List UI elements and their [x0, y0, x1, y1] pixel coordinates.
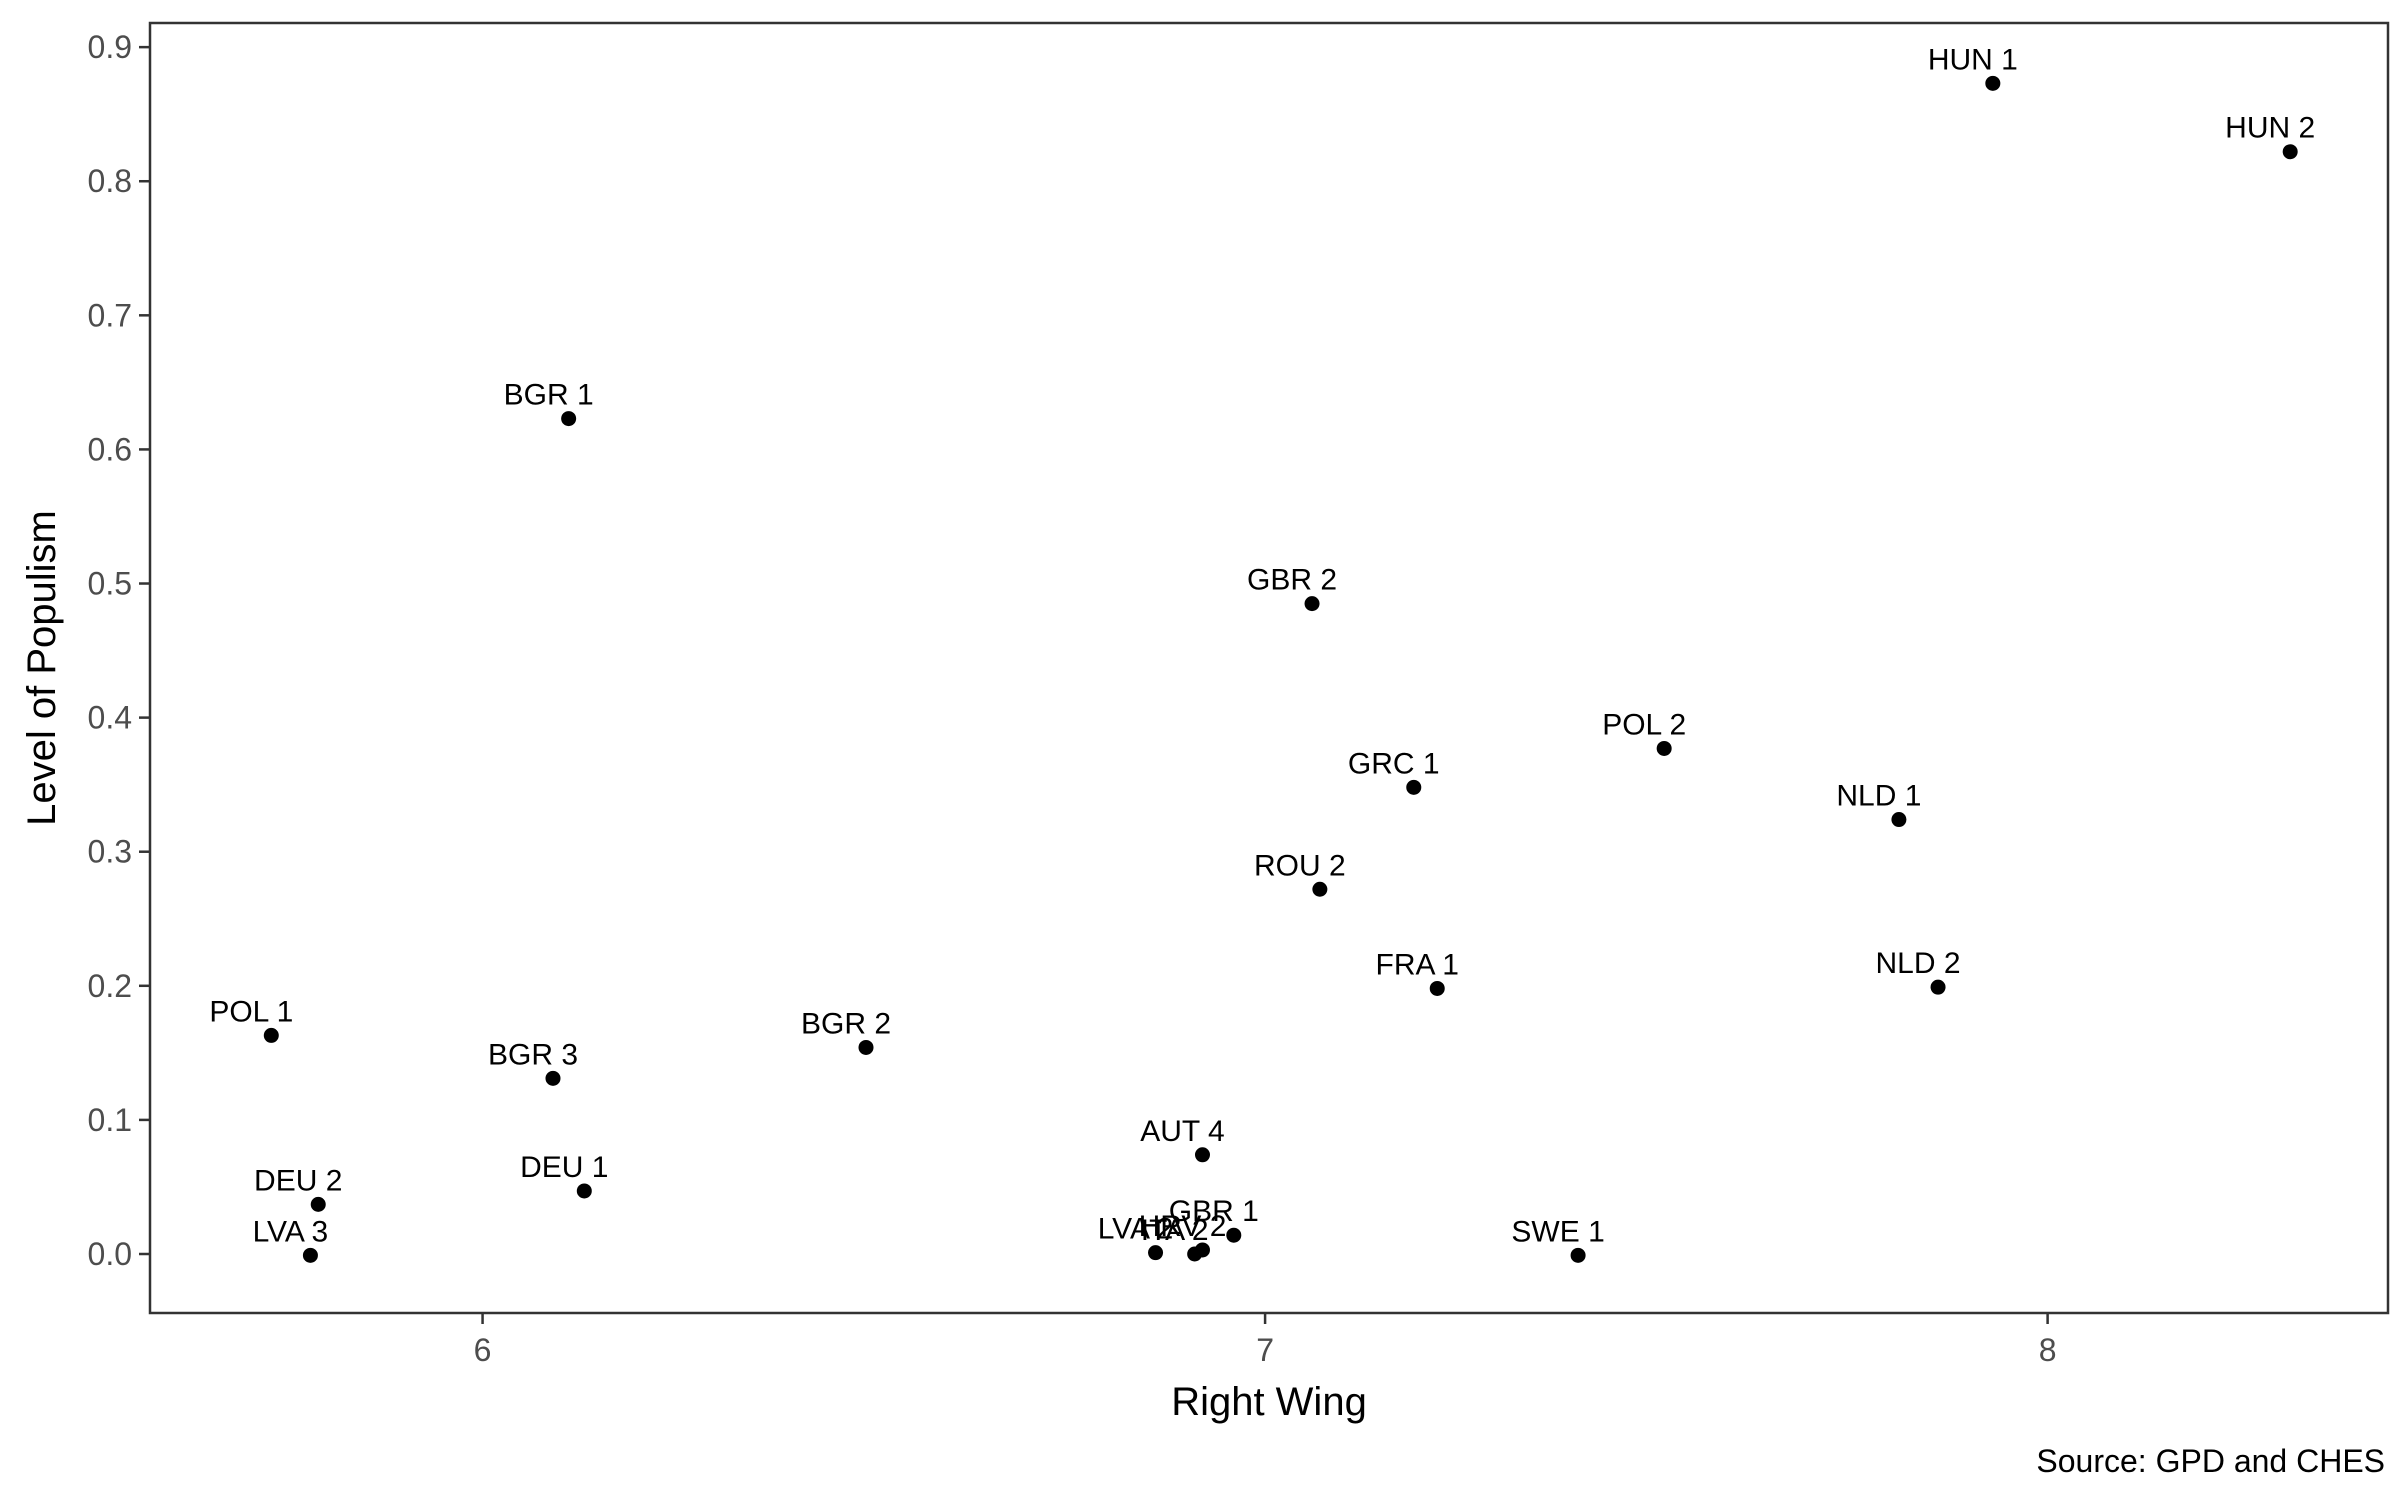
point-labels-layer: HUN 1 HUN 2 BGR 1 GBR 2 POL 2 GRC 1 NLD 1 ROU 2… — [209, 43, 2315, 1248]
data-point-label: GBR 2 — [1247, 564, 1337, 597]
data-point-label: LVA 2 — [1098, 1213, 1174, 1246]
data-point — [1930, 979, 1946, 995]
data-point-label: SWE 1 — [1511, 1215, 1604, 1248]
data-point — [1187, 1246, 1203, 1262]
data-point — [263, 1027, 279, 1043]
y-tick-label: 0.4 — [88, 700, 132, 736]
data-point — [302, 1247, 318, 1263]
y-axis-title: Level of Populism — [20, 510, 64, 826]
data-point — [1985, 75, 2001, 91]
data-point — [310, 1196, 326, 1212]
data-point-label: NLD 2 — [1876, 947, 1961, 980]
data-point — [2282, 144, 2298, 160]
data-point — [545, 1070, 561, 1086]
y-axis: 0.0 0.1 0.2 0.3 0.4 0.5 0.6 0.7 0.8 0.9 — [88, 29, 150, 1272]
data-point — [561, 411, 577, 427]
data-point-label: BGR 2 — [801, 1007, 891, 1040]
data-point — [858, 1039, 874, 1055]
y-tick-label: 0.0 — [88, 1236, 132, 1272]
data-point — [1304, 596, 1320, 612]
data-point — [1570, 1247, 1586, 1263]
data-point — [1656, 740, 1672, 756]
data-point-label: DEU 1 — [520, 1151, 608, 1184]
x-axis-title: Right Wing — [1171, 1380, 1367, 1424]
data-point-label: HUN 1 — [1928, 43, 2018, 76]
data-point-label: GRC 1 — [1348, 747, 1440, 780]
data-point-label: NLD 1 — [1836, 780, 1921, 813]
data-point-label: POL 1 — [209, 995, 293, 1028]
data-point-label: DEU 2 — [254, 1164, 342, 1197]
x-tick-label: 6 — [474, 1332, 492, 1368]
plot-panel — [148, 21, 2390, 1315]
data-point — [1406, 779, 1422, 795]
y-tick-label: 0.3 — [88, 834, 132, 870]
source-caption: Source: GPD and CHES — [2036, 1443, 2385, 1479]
y-tick-label: 0.5 — [88, 566, 132, 602]
x-tick-label: 7 — [1256, 1332, 1274, 1368]
x-axis: 6 7 8 — [474, 1313, 2057, 1368]
data-point-label: ROU 2 — [1254, 849, 1346, 882]
y-tick-label: 0.1 — [88, 1102, 132, 1138]
data-point — [1891, 812, 1907, 828]
data-point-label: BGR 1 — [504, 379, 594, 412]
data-point-label: FRA 1 — [1376, 948, 1459, 981]
data-point-label: HUN 2 — [2225, 112, 2315, 145]
y-tick-label: 0.2 — [88, 968, 132, 1004]
data-point-label: GBR 1 — [1169, 1195, 1259, 1228]
data-point-label: BGR 3 — [488, 1038, 578, 1071]
data-point-label: POL 2 — [1602, 708, 1686, 741]
x-tick-label: 8 — [2039, 1332, 2057, 1368]
data-point — [1148, 1245, 1164, 1261]
data-point-label: HRV 2 — [1139, 1210, 1227, 1243]
data-point-label: AUT 4 — [1140, 1115, 1224, 1148]
data-point — [1226, 1227, 1242, 1243]
y-tick-label: 0.6 — [88, 431, 132, 467]
data-point-label: LVA 3 — [253, 1215, 329, 1248]
data-point — [1312, 881, 1328, 897]
data-point — [1194, 1147, 1210, 1163]
data-point — [1429, 980, 1445, 996]
y-tick-label: 0.7 — [88, 297, 132, 333]
y-tick-label: 0.9 — [88, 29, 132, 65]
data-point-label: ITA 2 — [1141, 1214, 1209, 1247]
y-tick-label: 0.8 — [88, 163, 132, 199]
data-point — [576, 1183, 592, 1199]
points-layer — [263, 75, 2298, 1263]
